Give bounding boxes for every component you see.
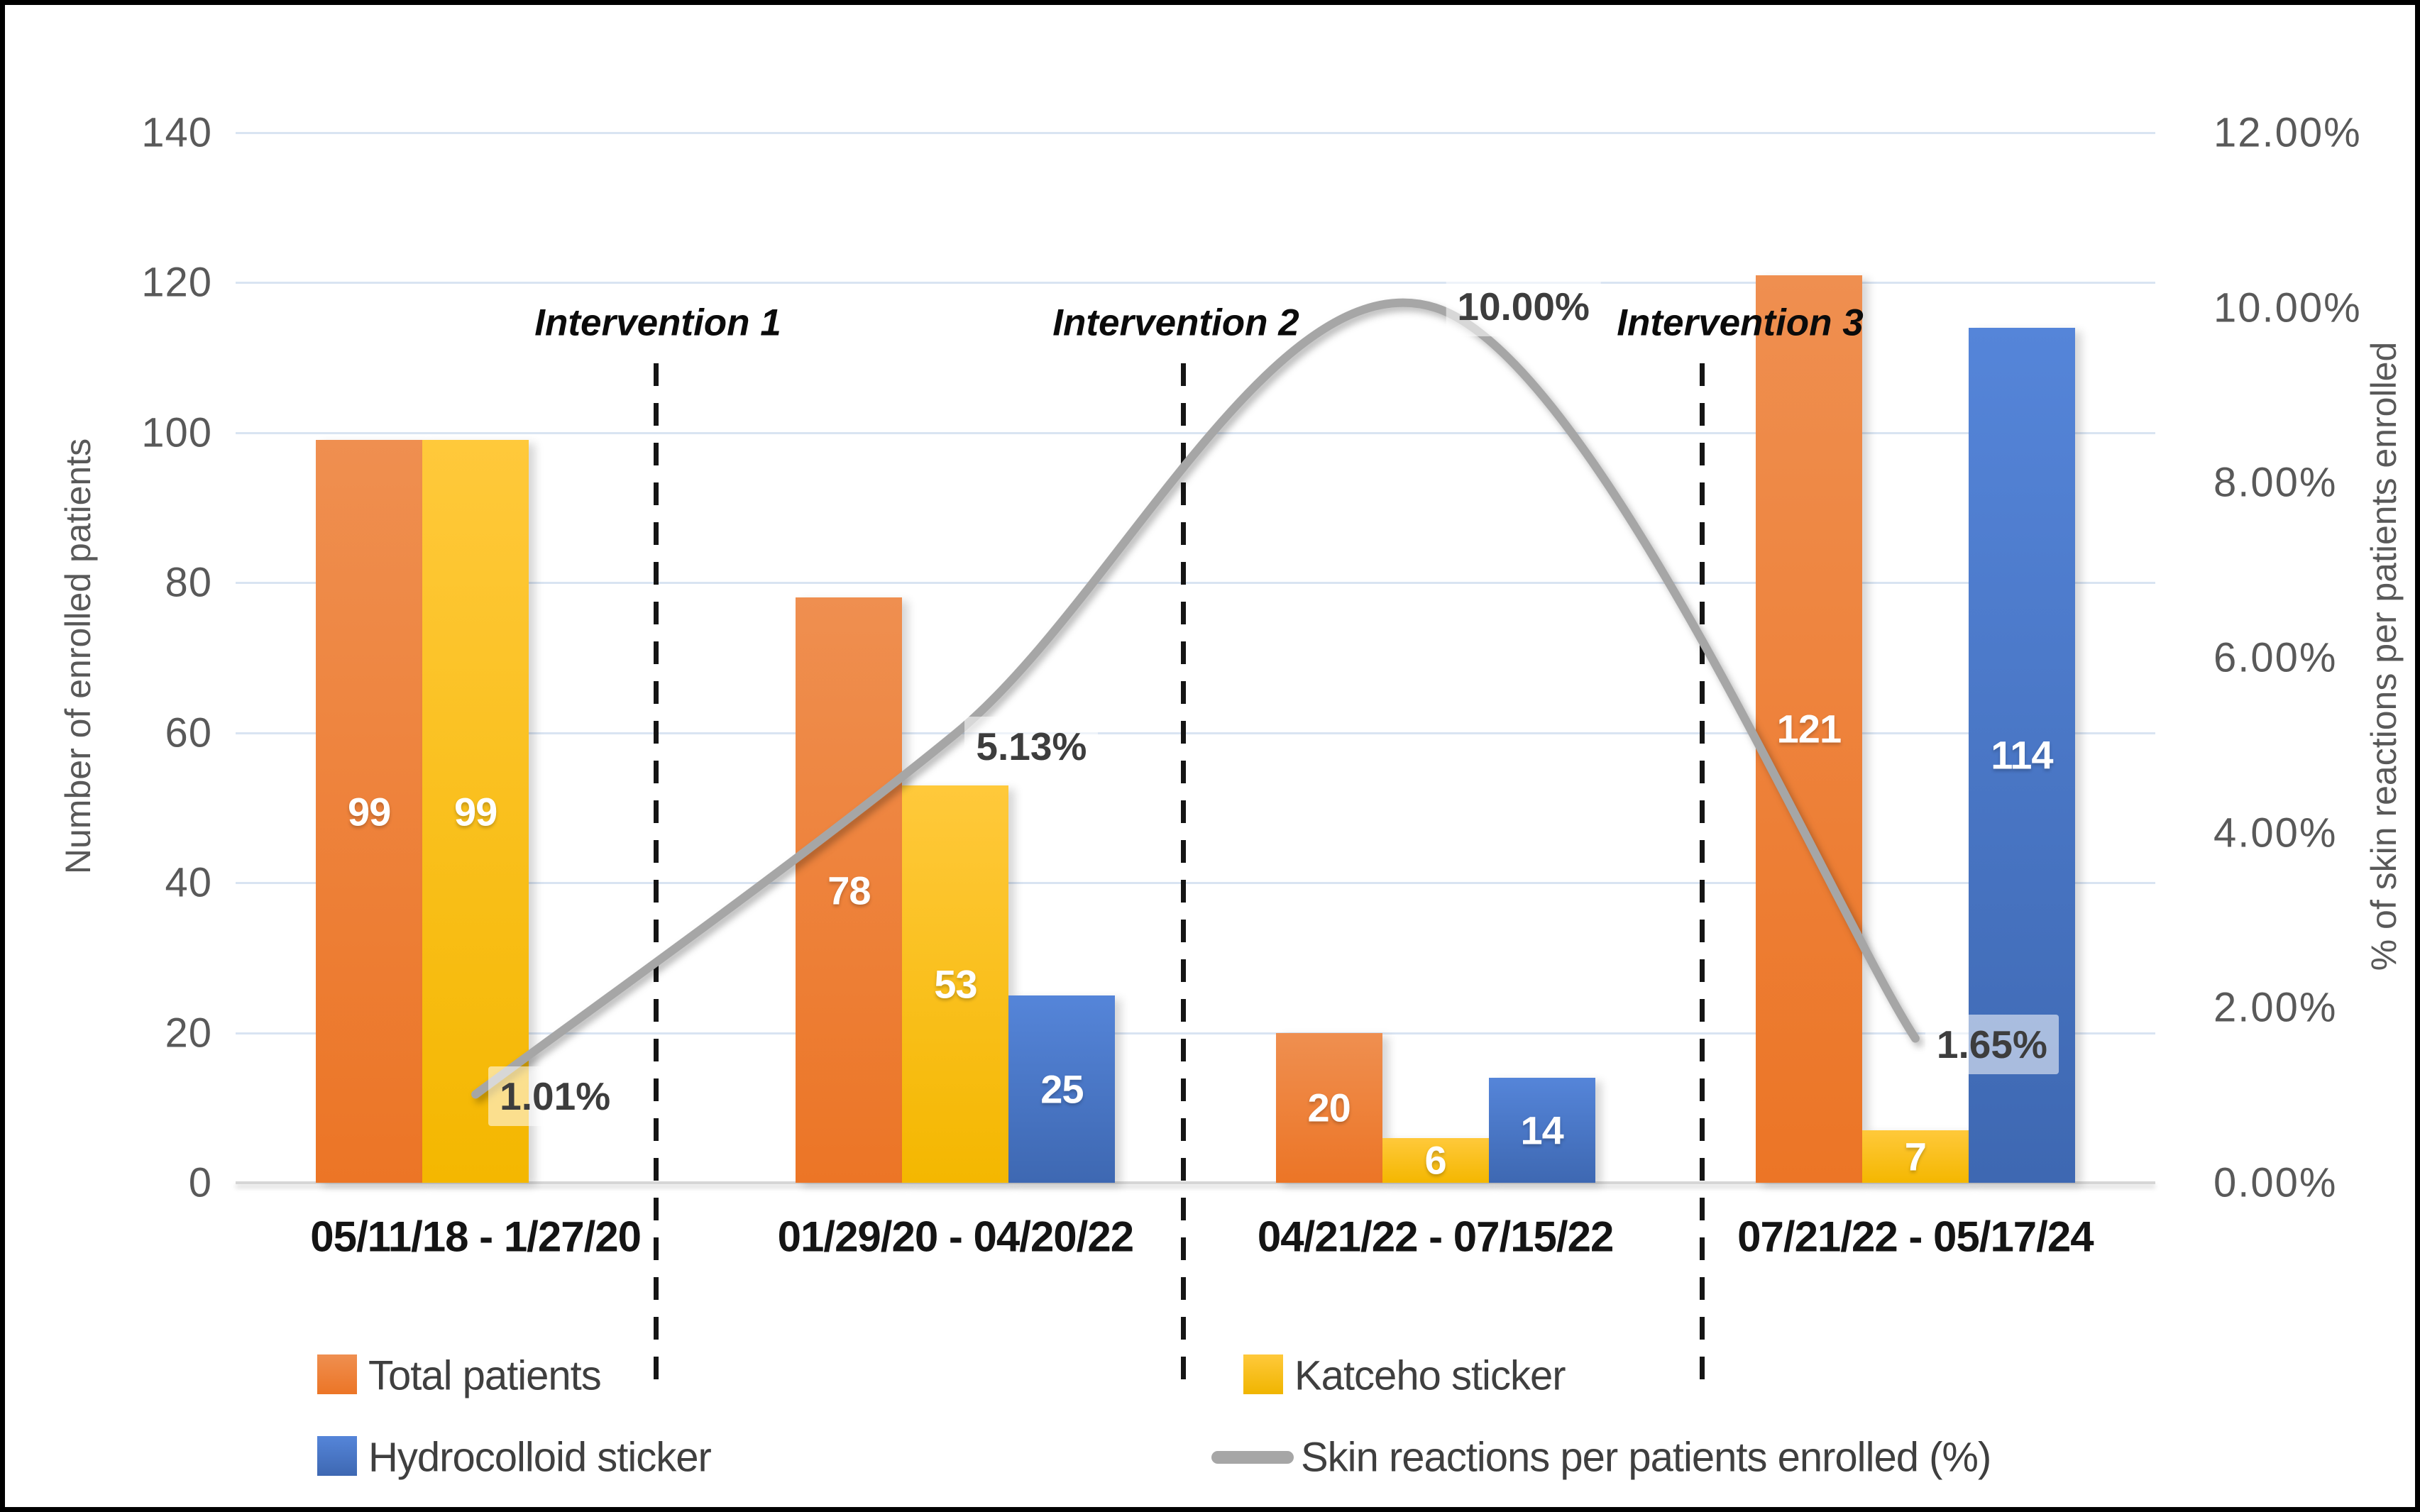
x-axis-label: 01/29/20 - 04/20/22 [777, 1213, 1134, 1261]
y-axis-tick-left: 120 [141, 259, 212, 306]
x-axis-label: 05/11/18 - 1/27/20 [310, 1213, 642, 1261]
trend-point-label: 10.00% [1446, 276, 1601, 336]
right-axis-title: % of skin reactions per patients enrolle… [2364, 341, 2404, 971]
y-axis-tick-right: 0.00% [2213, 1159, 2338, 1206]
bar-value-label: 20 [1307, 1085, 1351, 1130]
legend-label-hydrocolloid-sticker: Hydrocolloid sticker [368, 1434, 712, 1481]
bar-value-label: 99 [453, 789, 497, 834]
legend-swatch-hydrocolloid-sticker [317, 1436, 357, 1476]
gridline [236, 132, 2155, 134]
annotation-layer: 99 78 20 121 99 53 6 7 25 14 114 Intervention 1 Inte… [5, 5, 2415, 1507]
y-axis-tick-right: 10.00% [2213, 285, 2362, 331]
y-axis-tick-right: 8.00% [2213, 459, 2338, 506]
intervention-label: Intervention 2 [1052, 302, 1299, 344]
x-axis-line [236, 1181, 2155, 1184]
gridline [236, 282, 2155, 285]
y-axis-tick-left: 100 [141, 409, 212, 456]
bar-value-label: 99 [347, 789, 391, 834]
bar-total-patients [316, 440, 423, 1183]
bar-value-label: 25 [1040, 1066, 1084, 1112]
legend-label-katceho-sticker: Katceho sticker [1294, 1352, 1566, 1399]
bar-value-label: 114 [1991, 732, 2053, 778]
x-axis-label: 04/21/22 - 07/15/22 [1257, 1213, 1614, 1261]
y-axis-tick-right: 12.00% [2213, 109, 2362, 156]
legend-swatch-total-patients [317, 1354, 357, 1394]
y-axis-tick-left: 80 [165, 559, 212, 606]
bar-value-label: 6 [1424, 1137, 1447, 1183]
y-axis-tick-right: 2.00% [2213, 984, 2338, 1031]
y-axis-tick-left: 0 [188, 1159, 212, 1206]
legend-label-total-patients: Total patients [368, 1352, 602, 1399]
y-axis-tick-left: 140 [141, 109, 212, 156]
y-axis-tick-right: 4.00% [2213, 810, 2338, 856]
left-axis-title: Number of enrolled patients [58, 438, 98, 875]
legend-swatch-katceho-sticker [1243, 1354, 1283, 1394]
intervention-label: Intervention 1 [534, 302, 781, 344]
y-axis-tick-left: 40 [165, 859, 212, 906]
legend-line-marker-icon [1211, 1451, 1294, 1464]
bar-value-label: 78 [827, 868, 871, 913]
bar-katceho-sticker [1861, 1130, 1969, 1183]
y-axis-tick-right: 6.00% [2213, 634, 2338, 681]
y-axis-tick-left: 60 [165, 710, 212, 756]
trend-point-label: 1.65% [1925, 1014, 2059, 1074]
legend-label-skin-reactions: Skin reactions per patients enrolled (%) [1301, 1434, 1991, 1481]
bar-value-label: 121 [1776, 706, 1842, 751]
x-axis-label: 07/21/22 - 05/17/24 [1737, 1213, 2094, 1261]
bar-value-label: 53 [934, 961, 977, 1007]
trend-point-label: 5.13% [964, 717, 1099, 777]
y-axis-tick-left: 20 [165, 1010, 212, 1056]
bar-value-label: 7 [1904, 1134, 1927, 1179]
bar-value-label: 14 [1520, 1108, 1563, 1153]
bar-katceho-sticker [1382, 1137, 1489, 1183]
intervention-label: Intervention 3 [1617, 302, 1864, 344]
trend-point-label: 1.01% [488, 1066, 622, 1127]
